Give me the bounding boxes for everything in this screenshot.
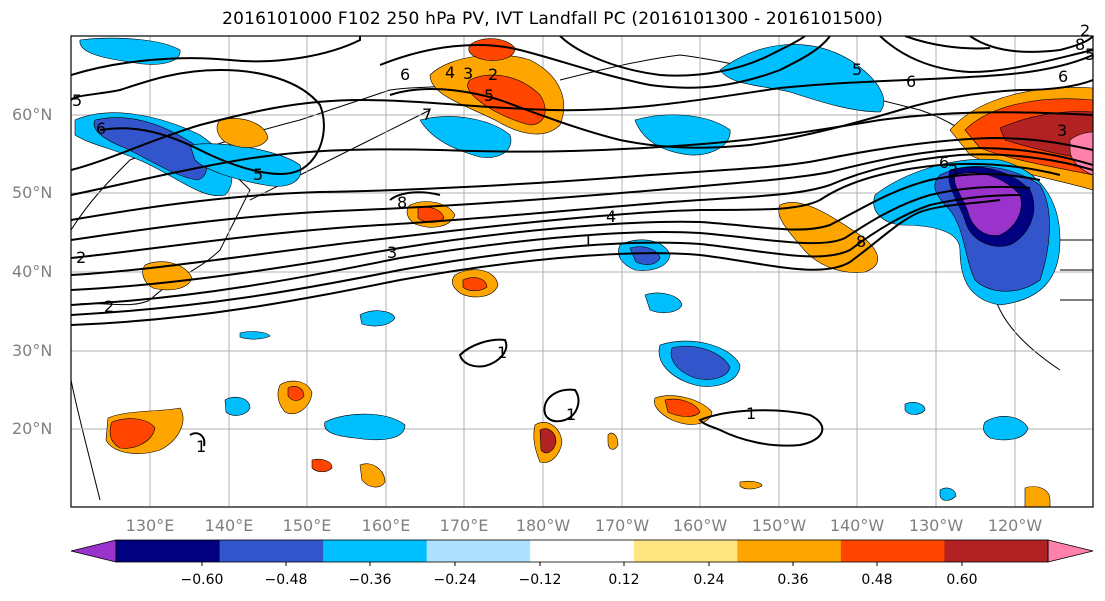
contour-label: 5 bbox=[852, 60, 862, 79]
contour-label: 3 bbox=[948, 161, 958, 180]
lat-label: 20°N bbox=[12, 419, 53, 438]
lon-label: 120°W bbox=[987, 516, 1043, 535]
map-title: 2016101000 F102 250 hPa PV, IVT Landfall… bbox=[222, 9, 883, 29]
contour-label: 1 bbox=[497, 343, 507, 362]
colorbar-box bbox=[840, 540, 945, 562]
lon-label: 170°W bbox=[594, 516, 650, 535]
colorbar-tick-label: −0.12 bbox=[518, 572, 562, 588]
contour-label: 5 bbox=[253, 165, 263, 184]
lon-label: 130°E bbox=[125, 516, 175, 535]
colorbar-tick-label: 0.48 bbox=[861, 572, 893, 588]
contour-label: 6 bbox=[96, 119, 106, 138]
colorbar-outline bbox=[115, 539, 1049, 563]
contour-label: 3 bbox=[463, 64, 473, 83]
contour-label: 6 bbox=[939, 153, 949, 172]
pv-contours bbox=[71, 36, 1093, 447]
lon-label: 140°W bbox=[829, 516, 885, 535]
lon-label: 150°E bbox=[282, 516, 332, 535]
colorbar-extend-low bbox=[70, 539, 117, 563]
colorbar-box bbox=[323, 540, 428, 562]
lon-label: 130°W bbox=[908, 516, 964, 535]
contour-label: 4 bbox=[445, 63, 455, 82]
contour-label: 1 bbox=[196, 437, 206, 456]
colorbar-box bbox=[219, 540, 324, 562]
contour-label: 2 bbox=[104, 297, 114, 316]
colorbar-box bbox=[426, 540, 531, 562]
map-frame bbox=[70, 35, 1094, 508]
lon-label: 160°W bbox=[672, 516, 728, 535]
contour-label: 3 bbox=[1057, 121, 1067, 140]
contour-label: 6 bbox=[400, 65, 410, 84]
contour-label: 2 bbox=[488, 65, 498, 84]
contour-label: 7 bbox=[422, 105, 432, 124]
colorbar-box bbox=[633, 540, 738, 562]
lon-label: 170°E bbox=[439, 516, 489, 535]
lon-label: 180°W bbox=[515, 516, 571, 535]
lon-label: 160°E bbox=[361, 516, 411, 535]
lat-label: 30°N bbox=[12, 341, 53, 360]
colorbar-box bbox=[530, 540, 635, 562]
contour-label: 6 bbox=[906, 72, 916, 91]
contour-label: 1 bbox=[746, 404, 756, 423]
colorbar-extend-high bbox=[1047, 539, 1094, 563]
contour-labels: 5 6 6 5 4 3 2 5 6 6 3 5 8 4 1 3 8 2 2 1 … bbox=[72, 21, 1095, 456]
lat-label: 50°N bbox=[12, 183, 53, 202]
lon-label: 150°W bbox=[751, 516, 807, 535]
lat-label: 60°N bbox=[12, 105, 53, 124]
colorbar-tick-label: 0.24 bbox=[693, 572, 725, 588]
contour-label: 4 bbox=[606, 207, 616, 226]
colorbar-tick-label: −0.36 bbox=[348, 572, 392, 588]
colorbar-tick-label: −0.60 bbox=[180, 572, 224, 588]
contour-label: 8 bbox=[1075, 35, 1085, 54]
contour-label: 8 bbox=[397, 193, 407, 212]
contour-label: 2 bbox=[76, 248, 86, 267]
lon-label: 140°E bbox=[204, 516, 254, 535]
colorbar-box bbox=[737, 540, 842, 562]
colorbar-box bbox=[944, 540, 1049, 562]
contour-label: 5 bbox=[72, 91, 82, 110]
pc-shading bbox=[74, 37, 1093, 507]
colorbar-tick-label: −0.48 bbox=[264, 572, 308, 588]
contour-label: 2 bbox=[1080, 21, 1090, 40]
colorbar-tick-label: 0.36 bbox=[777, 572, 809, 588]
colorbar-tick-label: −0.24 bbox=[433, 572, 477, 588]
lat-label: 40°N bbox=[12, 262, 53, 281]
contour-label: 5 bbox=[1085, 45, 1095, 64]
contour-label: 1 bbox=[583, 231, 593, 250]
colorbar-tick-label: 0.60 bbox=[946, 572, 978, 588]
contour-label: 1 bbox=[566, 405, 576, 424]
contour-label: 6 bbox=[1058, 67, 1068, 86]
contour-label: 3 bbox=[387, 243, 397, 262]
contour-label: 5 bbox=[484, 86, 494, 105]
colorbar-box bbox=[116, 540, 221, 562]
contour-label: 8 bbox=[856, 232, 866, 251]
colorbar-tick-label: 0.12 bbox=[608, 572, 640, 588]
